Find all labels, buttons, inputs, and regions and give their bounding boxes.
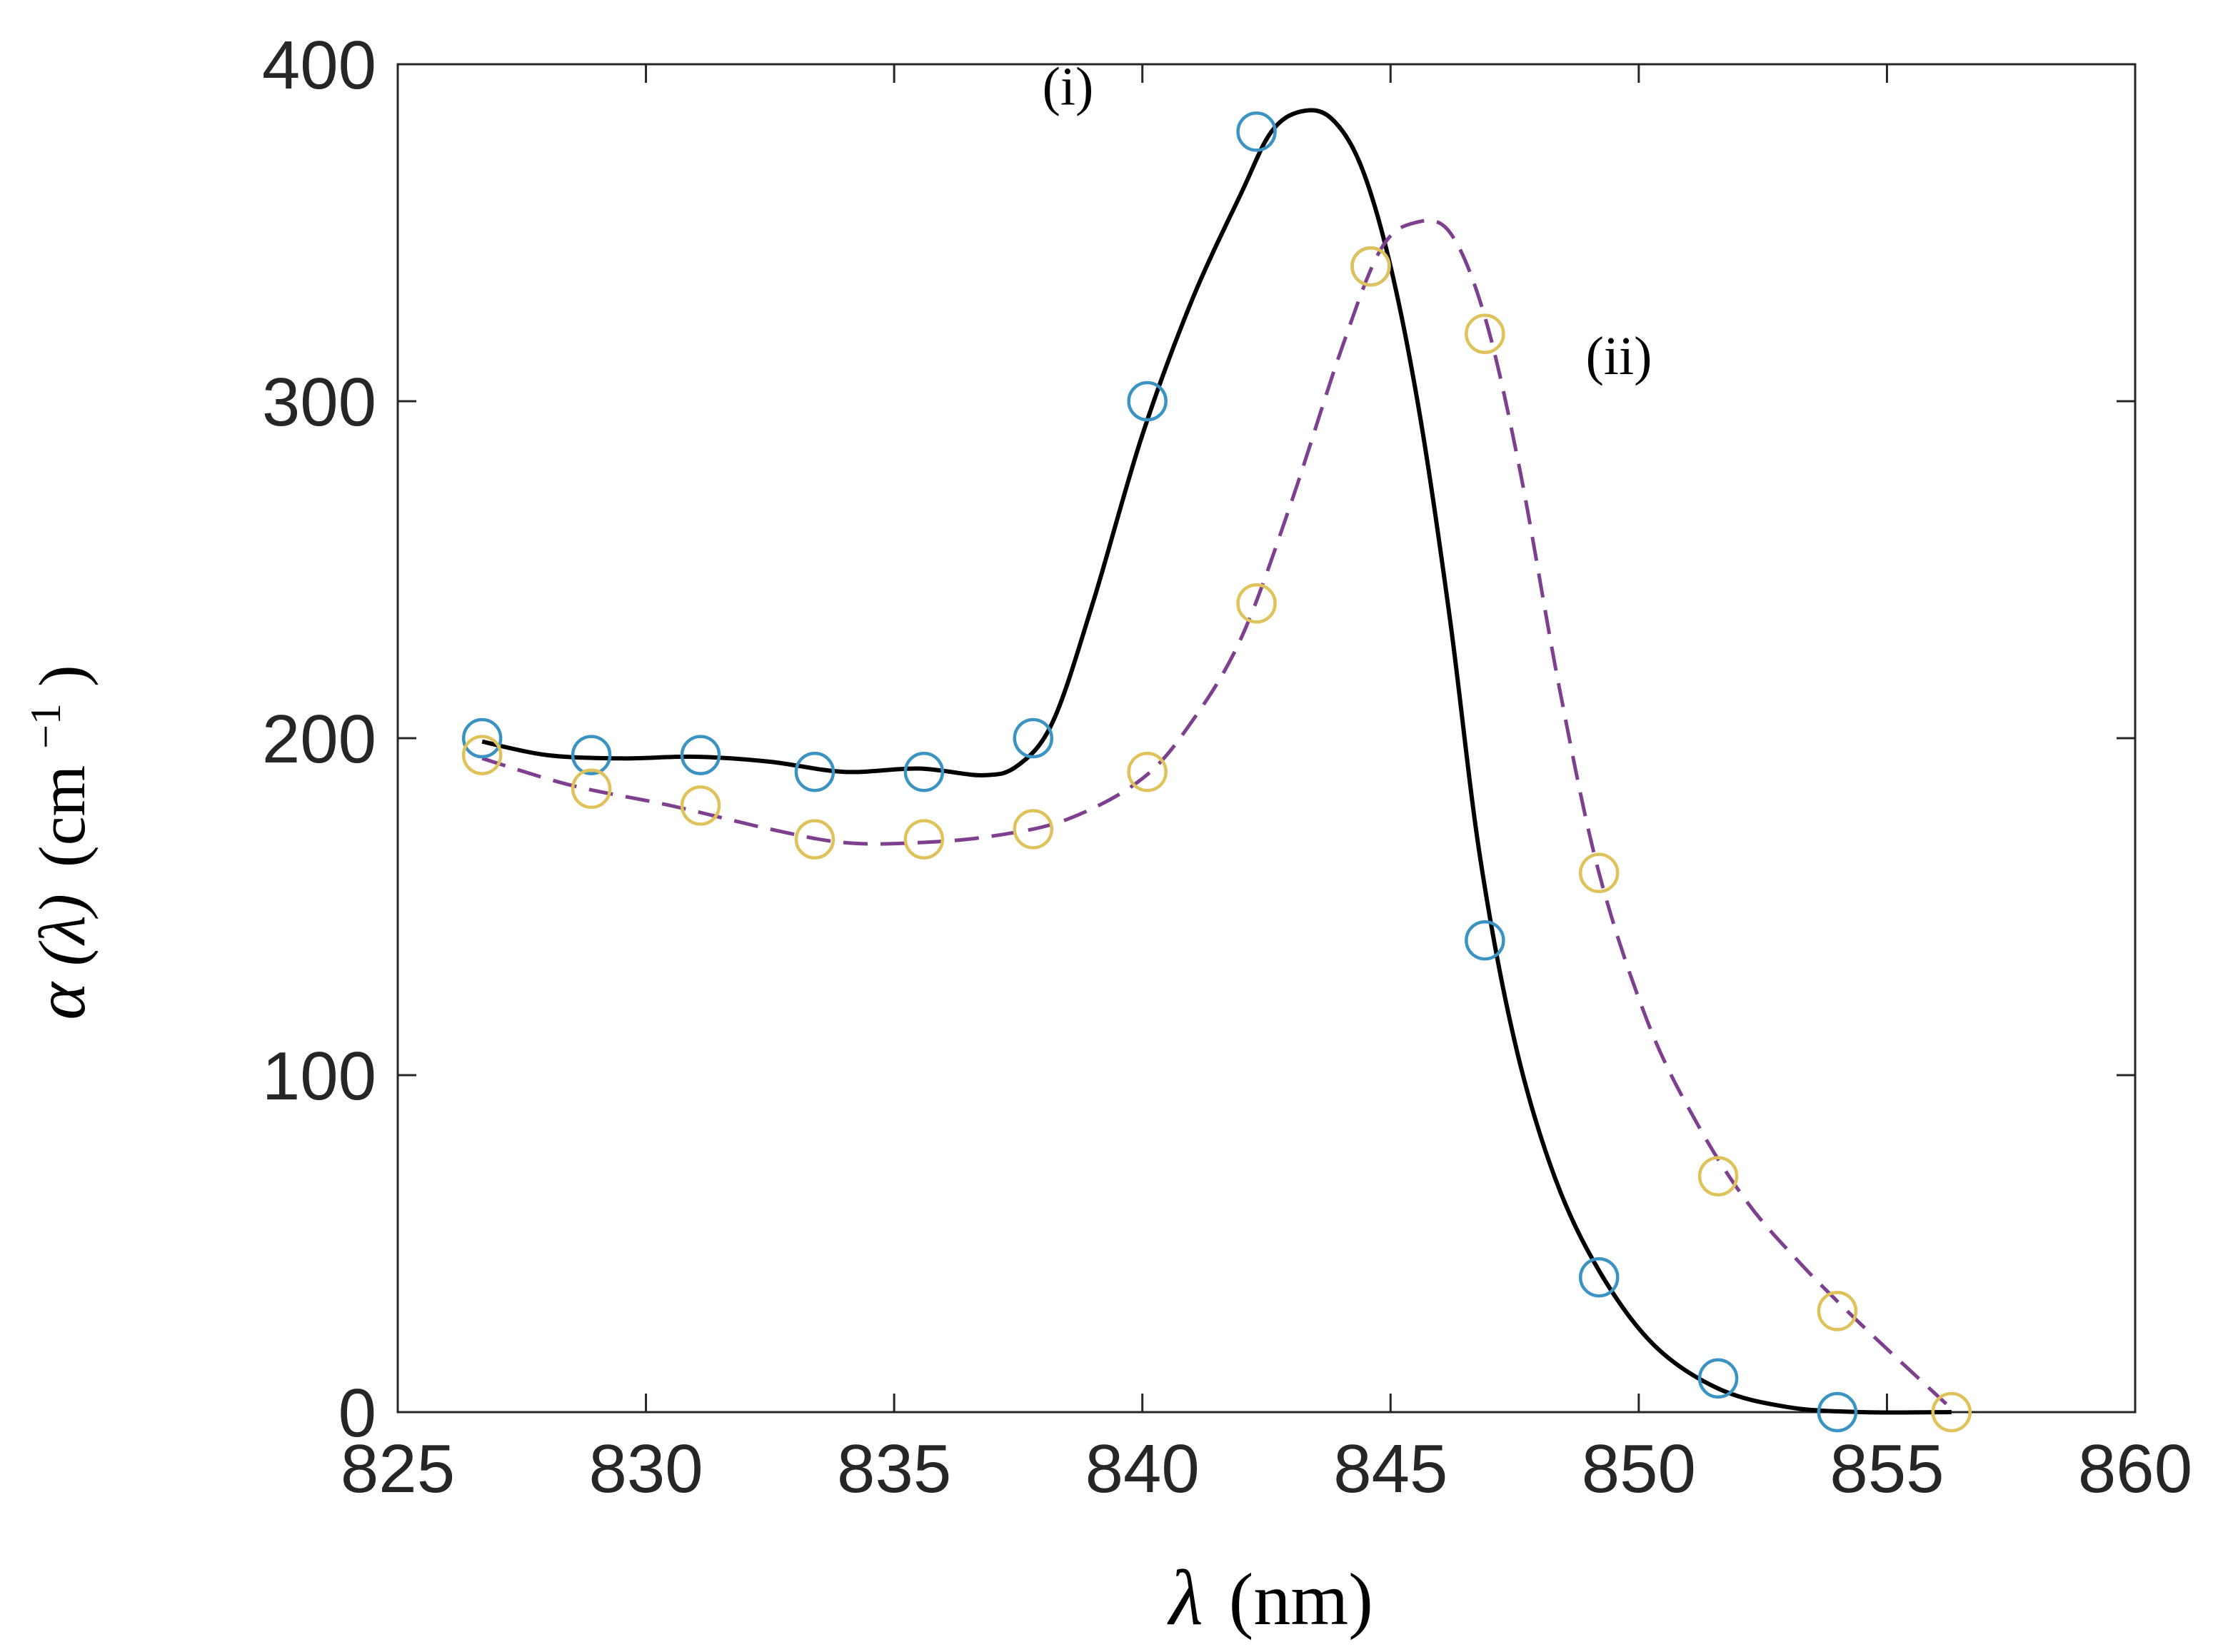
y-axis-unit-close: ) [26, 665, 99, 687]
y-axis-argument: (λ) [26, 894, 99, 966]
y-axis-unit-exponent: −1 [22, 703, 69, 749]
y-tick-label: 300 [262, 364, 376, 440]
y-tick-label: 200 [262, 701, 376, 777]
x-axis-unit: (nm) [1229, 1558, 1373, 1641]
series-label-i: (i) [1043, 57, 1094, 117]
x-tick-label: 825 [341, 1431, 455, 1507]
series-line-i [481, 108, 1952, 1415]
x-tick-label: 830 [588, 1431, 703, 1507]
data-point-i [1236, 111, 1277, 152]
data-point-i [903, 751, 945, 792]
curves [481, 108, 1953, 1415]
x-tick-label: 860 [2078, 1431, 2192, 1507]
y-tick-label: 400 [262, 27, 376, 104]
data-point-i [461, 717, 503, 759]
data-point-ii [1350, 246, 1391, 287]
data-point-ii [1931, 1391, 1972, 1433]
data-point-i [1578, 1256, 1620, 1298]
x-tick-label: 845 [1333, 1431, 1447, 1507]
data-point-ii [794, 819, 835, 860]
data-point-ii [1465, 313, 1505, 354]
x-tick-label: 850 [1582, 1431, 1696, 1507]
x-axis: 825 830 835 840 845 850 855 860 [341, 64, 2192, 1507]
data-point-ii [1697, 1156, 1739, 1197]
data-point-ii [1817, 1291, 1858, 1331]
y-axis: 0 100 200 300 400 [262, 27, 2135, 1451]
x-axis-title: λ (nm) [1167, 1554, 1373, 1641]
y-tick-label: 0 [338, 1375, 376, 1451]
x-tick-label: 835 [837, 1431, 951, 1507]
data-point-ii [1578, 852, 1620, 894]
y-axis-unit: (cm [26, 765, 99, 867]
data-point-i [680, 735, 721, 775]
data-point-ii [680, 785, 721, 826]
x-tick-label: 840 [1085, 1431, 1200, 1507]
data-point-i [1465, 920, 1505, 961]
data-point-ii [571, 768, 612, 810]
data-point-i [1127, 381, 1168, 422]
data-point-ii [1127, 751, 1168, 792]
plot-frame [396, 63, 2137, 1414]
data-point-ii [1236, 583, 1277, 624]
data-point-i [1817, 1391, 1858, 1433]
x-tick-label: 855 [1830, 1431, 1944, 1507]
data-point-i [1697, 1358, 1739, 1399]
markers [461, 111, 1972, 1433]
series-label-ii: (ii) [1586, 326, 1652, 386]
y-axis-symbol: α [21, 981, 100, 1020]
annotations: (i) (ii) [1043, 57, 1652, 387]
y-tick-label: 100 [262, 1038, 376, 1114]
plot-box [396, 63, 2137, 1414]
data-point-ii [1013, 809, 1054, 850]
y-axis-title: α (λ) (cm −1 ) [1, 665, 100, 1019]
series-line-ii [481, 218, 1953, 1411]
data-point-ii [903, 819, 945, 860]
data-point-i [1013, 717, 1054, 759]
data-point-ii [461, 735, 503, 775]
x-axis-symbol: λ [1167, 1554, 1203, 1641]
data-point-i [794, 751, 835, 792]
data-point-i [571, 735, 612, 775]
